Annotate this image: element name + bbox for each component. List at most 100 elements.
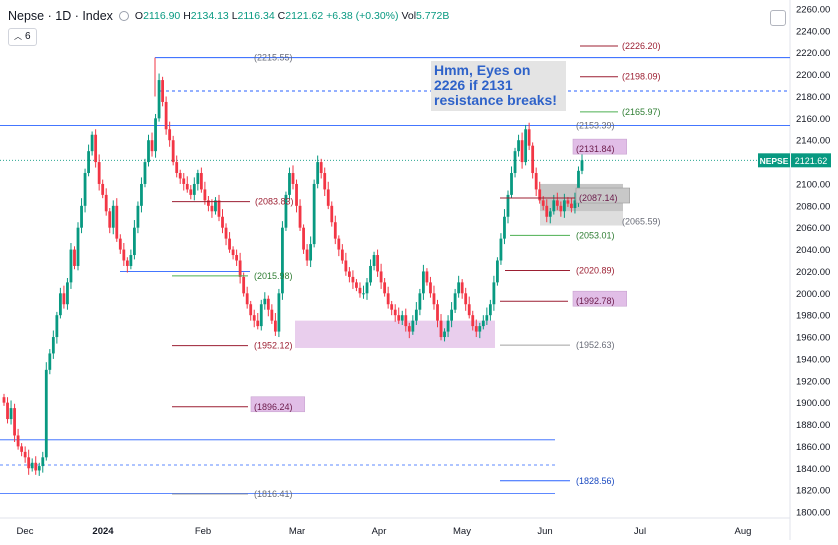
candle — [238, 260, 242, 277]
candle — [496, 260, 499, 283]
candle — [573, 200, 577, 209]
candle — [143, 162, 147, 184]
candle — [471, 315, 475, 327]
candle — [76, 227, 80, 266]
candle — [559, 205, 563, 212]
price-tag — [791, 153, 831, 168]
candle — [27, 457, 31, 469]
y-tick-label: 2180.00 — [796, 92, 830, 103]
open-value: 2116.90 — [143, 10, 181, 22]
candle — [101, 183, 105, 195]
candle — [439, 320, 443, 338]
candle — [492, 282, 496, 305]
candle — [168, 129, 172, 141]
ohlc-values: O2116.90 H2134.13 L2116.34 C2121.62 +6.3… — [135, 10, 449, 22]
candle — [474, 326, 478, 332]
candle — [337, 238, 341, 250]
y-tick-label: 2000.00 — [796, 289, 830, 300]
candle — [425, 271, 429, 283]
candle — [517, 140, 520, 152]
y-tick-label: 1940.00 — [796, 354, 830, 365]
candle — [270, 309, 274, 321]
candle — [34, 462, 38, 471]
candle — [344, 260, 348, 272]
candle — [196, 173, 200, 184]
x-tick-label: Apr — [372, 526, 387, 537]
candle — [252, 315, 256, 321]
candle — [436, 304, 439, 321]
candle — [365, 282, 369, 294]
candle — [298, 205, 302, 228]
y-tick-label: 2240.00 — [796, 26, 830, 37]
candle — [133, 227, 136, 256]
candle — [577, 170, 580, 201]
candle — [319, 162, 323, 174]
candle — [460, 282, 464, 294]
candle — [355, 282, 358, 288]
candle — [273, 320, 277, 332]
candle — [37, 466, 41, 471]
market-status-icon — [118, 11, 129, 21]
candle — [404, 315, 408, 327]
candle — [66, 282, 69, 305]
level-label: (1816.41) — [254, 489, 293, 499]
y-tick-label: 1820.00 — [796, 486, 830, 497]
candle — [122, 249, 126, 261]
high-value: 2134.13 — [190, 10, 229, 22]
chart-settings-button[interactable] — [770, 10, 786, 26]
consolidation-zone — [540, 211, 623, 226]
candle — [115, 205, 119, 239]
y-tick-label: 1880.00 — [796, 420, 830, 431]
level-label-box — [572, 290, 628, 307]
level-label: (1952.12) — [254, 341, 293, 351]
candle — [58, 293, 62, 316]
candle — [383, 282, 387, 294]
candle — [376, 255, 379, 272]
level-label: (1828.56) — [576, 476, 615, 486]
annotation-note[interactable]: Hmm, Eyes on 2226 if 2131 resistance bre… — [431, 61, 566, 111]
x-tick-label: Feb — [195, 526, 211, 537]
candle — [178, 173, 182, 179]
indicator-count-badge[interactable]: ︿ 6 — [8, 28, 37, 46]
candle — [478, 326, 482, 332]
candle — [263, 298, 267, 305]
candle — [118, 238, 122, 250]
demand-zone — [295, 320, 495, 348]
candle — [161, 80, 164, 102]
candle — [235, 255, 239, 261]
candle — [108, 211, 112, 228]
x-tick-label: May — [453, 526, 471, 537]
y-tick-label: 1960.00 — [796, 333, 830, 344]
candle — [340, 249, 344, 261]
candle — [221, 216, 224, 228]
candle — [407, 326, 411, 332]
candle — [16, 435, 20, 447]
candle — [386, 293, 390, 305]
chevron-up-icon: ︿ — [14, 32, 22, 41]
y-tick-label: 2080.00 — [796, 201, 830, 212]
candle — [390, 304, 394, 310]
candle — [450, 309, 453, 321]
annotation-line-2: 2226 if 2131 — [434, 77, 513, 93]
change-value: +6.38 (+0.30%) — [326, 10, 399, 22]
candle — [87, 151, 90, 174]
candle — [207, 200, 210, 206]
candle — [277, 293, 281, 332]
candle — [30, 462, 34, 469]
y-tick-label: 1900.00 — [796, 398, 830, 409]
level-label-box — [572, 138, 628, 155]
symbol-title[interactable]: Nepse · 1D · Index — [8, 9, 113, 23]
candle — [62, 293, 66, 305]
candle — [185, 183, 189, 190]
y-tick-label: 2040.00 — [796, 245, 830, 256]
level-label: (2083.83) — [255, 197, 294, 207]
x-tick-label: Jun — [537, 526, 552, 537]
y-tick-label: 1980.00 — [796, 311, 830, 322]
candle — [228, 238, 231, 250]
candle — [281, 227, 284, 294]
annotation-line-3: resistance breaks! — [434, 92, 557, 108]
candle — [199, 173, 203, 190]
candle — [48, 353, 52, 370]
close-label: C — [277, 10, 286, 22]
